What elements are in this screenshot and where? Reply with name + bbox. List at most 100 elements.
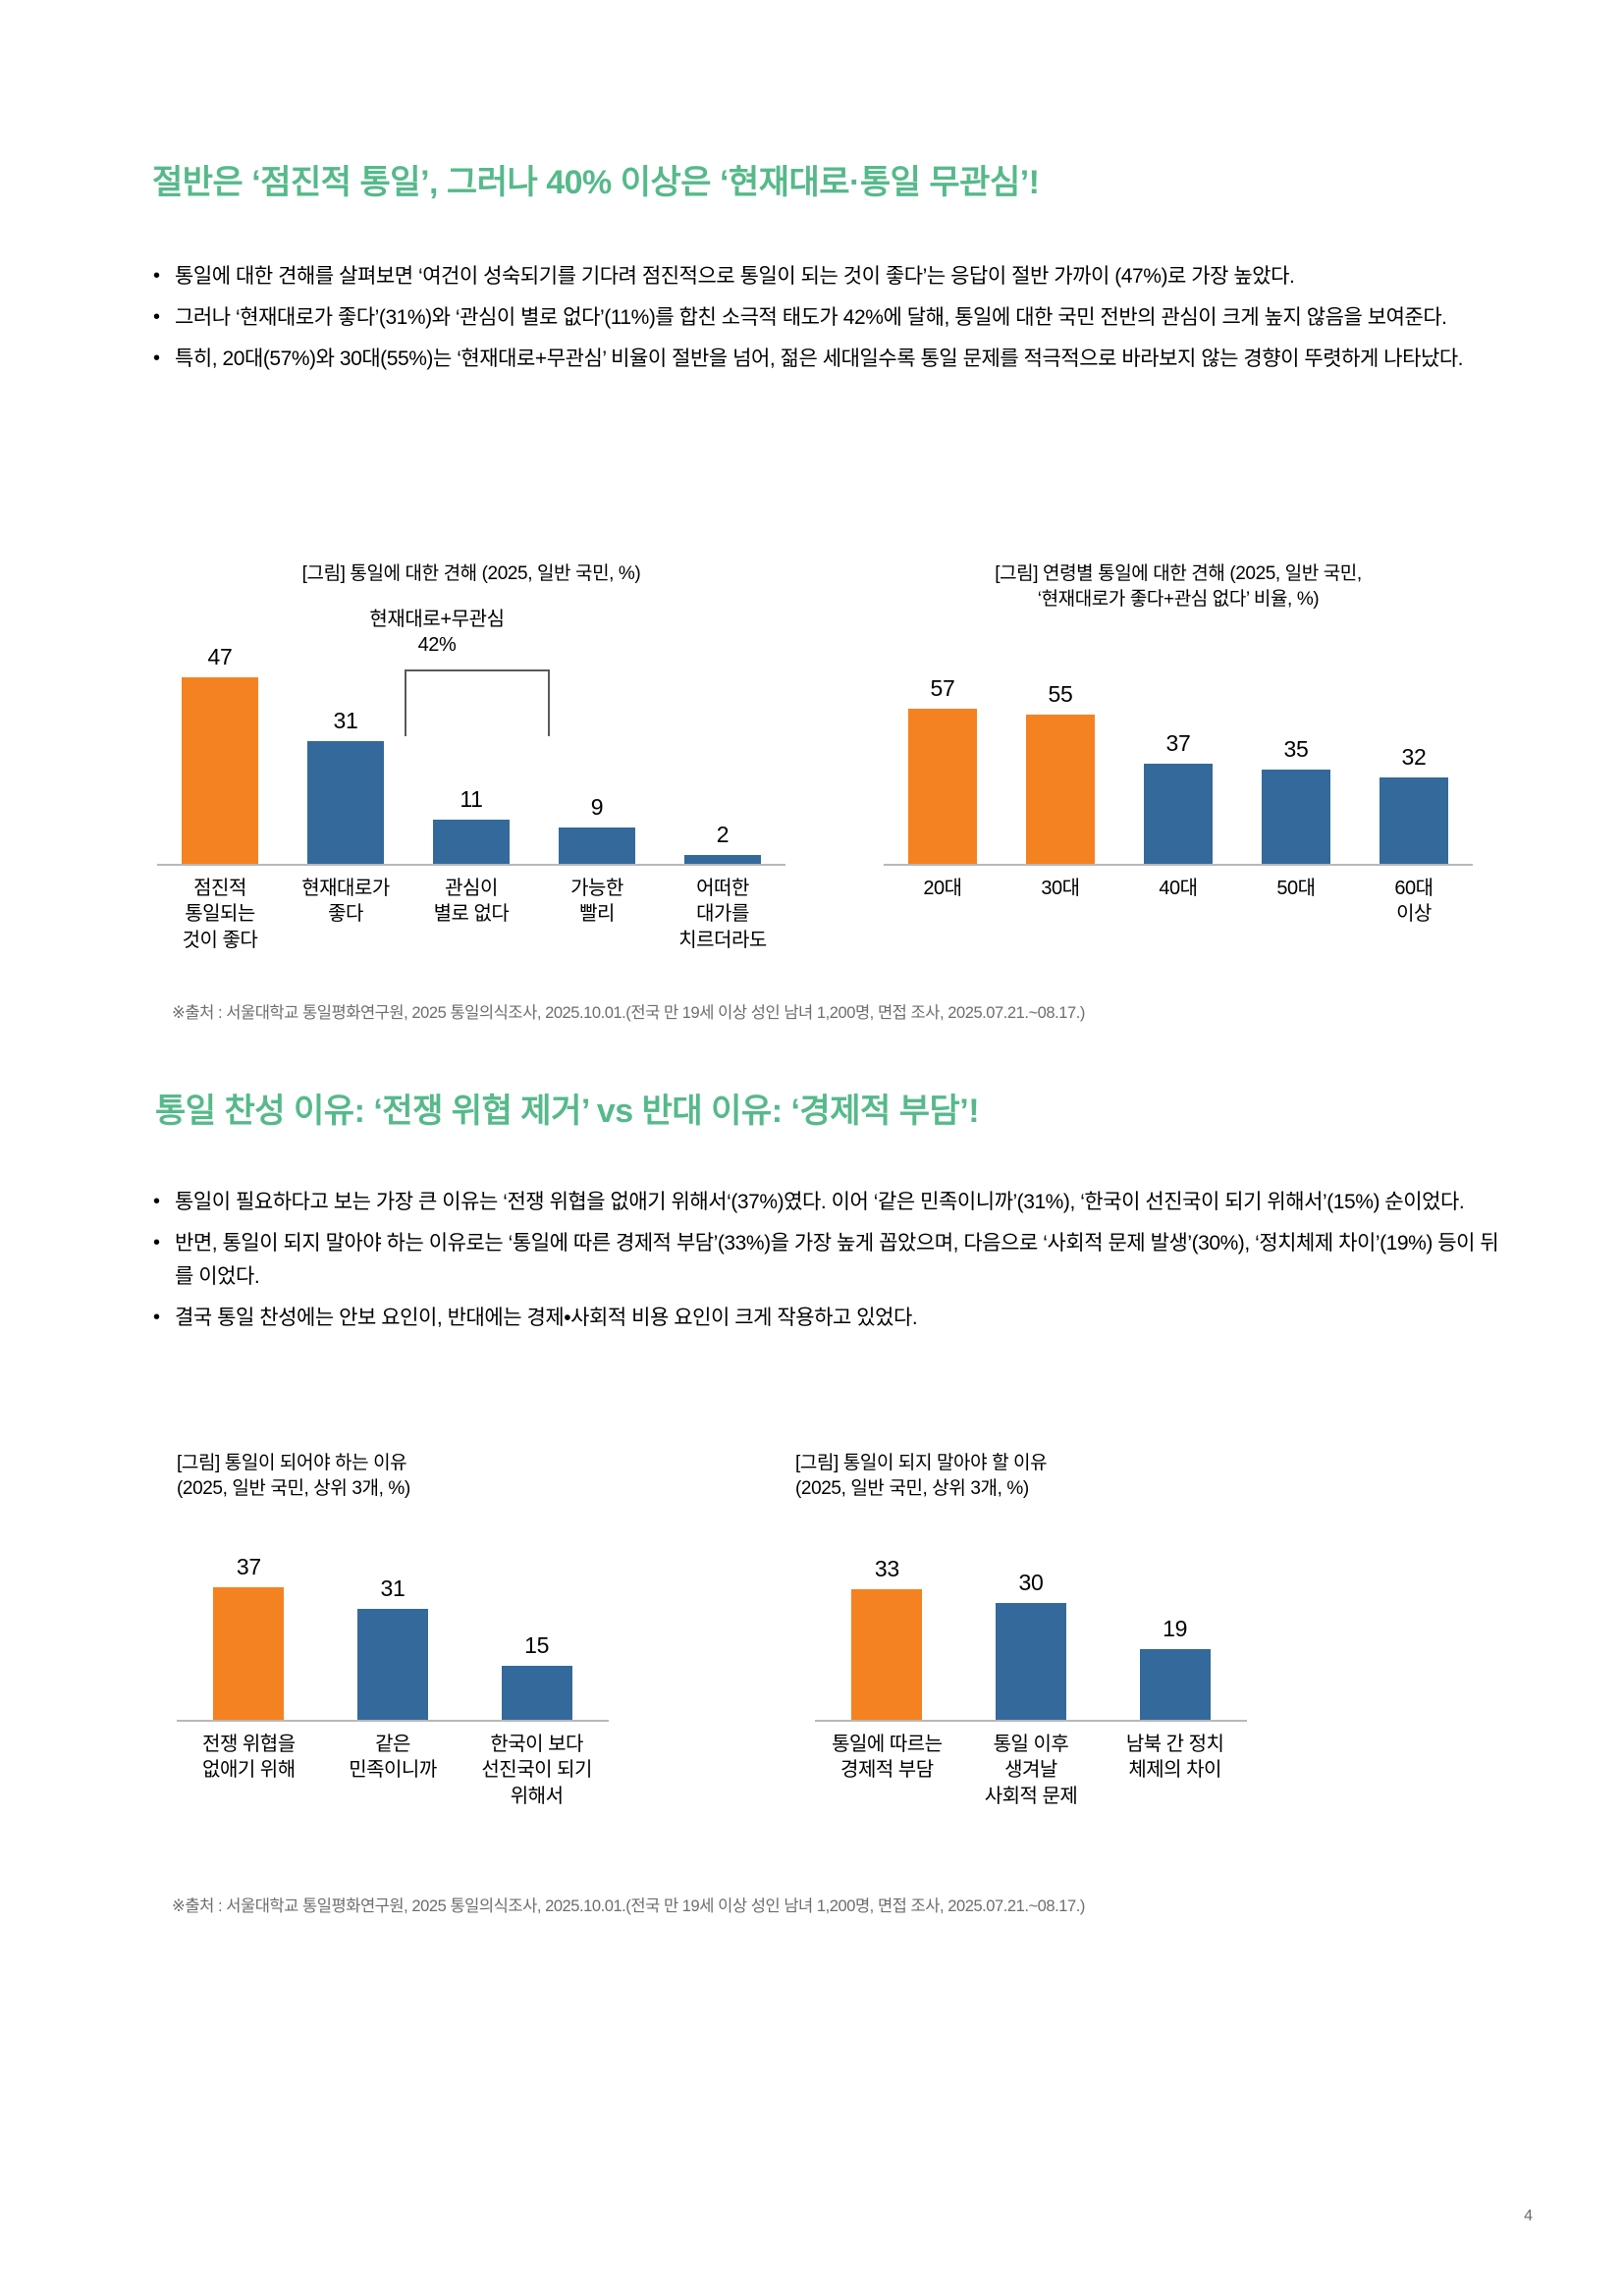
x-axis-line — [157, 864, 785, 866]
bar-group: 33 30 19 — [815, 1525, 1247, 1720]
x-axis-label: 관심이 별로 없다 — [433, 878, 510, 926]
x-axis-label: 한국이 보다 선진국이 되기 위해서 — [481, 1734, 592, 1807]
bar-value: 2 — [716, 822, 730, 847]
bar-column: 15 — [501, 1525, 572, 1720]
bar-rect — [1144, 764, 1213, 864]
source-note-1: ※출처 : 서울대학교 통일평화연구원, 2025 통일의식조사, 2025.1… — [172, 1004, 1085, 1022]
plot-area: 57 55 37 35 32 — [884, 638, 1473, 866]
x-axis-label: 40대 — [1159, 878, 1198, 899]
bar-column: 37 — [1144, 638, 1213, 864]
section-1-bullet-list: 통일에 대한 견해를 살펴보면 ‘여건이 성숙되기를 기다려 점진적으로 통일이… — [145, 260, 1500, 384]
bar-column: 35 — [1262, 638, 1330, 864]
bar-column: 19 — [1139, 1525, 1211, 1720]
x-axis-label: 30대 — [1041, 878, 1080, 899]
x-axis-label: 가능한 빨리 — [570, 878, 623, 926]
section-1-heading: 절반은 ‘점진적 통일’, 그러나 40% 이상은 ‘현재대로·통일 무관심’! — [152, 163, 1527, 203]
bar-column: 55 — [1026, 638, 1095, 864]
bar-group: 47 31 11 9 2 — [157, 620, 785, 864]
bar-rect — [1139, 1649, 1211, 1720]
chart-anti-unification-reasons: [그림] 통일이 되지 말아야 할 이유 (2025, 일반 국민, 상위 3개… — [785, 1451, 1335, 1883]
x-axis-label: 같은 민족이니까 — [349, 1734, 437, 1782]
x-axis-label: 현재대로가 좋다 — [301, 878, 390, 926]
x-axis-labels: 20대 30대 40대 50대 60대 이상 — [884, 876, 1473, 928]
bar-column: 33 — [851, 1525, 923, 1720]
section-2-heading: 통일 찬성 이유: ‘전쟁 위협 제거’ vs 반대 이유: ‘경제적 부담’! — [155, 1092, 1530, 1132]
bar-value: 47 — [207, 644, 233, 669]
x-axis-label: 50대 — [1276, 878, 1316, 899]
chart-title: [그림] 통일이 되지 말아야 할 이유 (2025, 일반 국민, 상위 3개… — [795, 1453, 1048, 1499]
x-axis-label: 점진적 통일되는 것이 좋다 — [182, 878, 258, 951]
plot-area: 33 30 19 — [815, 1525, 1247, 1722]
bar-value: 9 — [590, 794, 604, 820]
bullet-item: 반면, 통일이 되지 말아야 하는 이유로는 ‘통일에 따른 경제적 부담’(3… — [145, 1227, 1500, 1294]
bar-value: 35 — [1283, 736, 1309, 762]
chart-title: [그림] 연령별 통일에 대한 견해 (2025, 일반 국민, ‘현재대로가 … — [995, 563, 1362, 610]
bullet-item: 통일이 필요하다고 보는 가장 큰 이유는 ‘전쟁 위협을 없애기 위해서‘(3… — [145, 1186, 1500, 1219]
x-axis-line — [815, 1720, 1247, 1722]
bar-column: 47 — [182, 620, 258, 864]
bar-column: 2 — [684, 620, 761, 864]
x-axis-label: 남북 간 정치 체제의 차이 — [1125, 1734, 1224, 1782]
x-axis-label: 전쟁 위협을 없애기 위해 — [202, 1734, 296, 1782]
bar-value: 31 — [333, 708, 358, 733]
bar-value: 55 — [1048, 681, 1073, 707]
x-axis-label: 통일 이후 생겨날 사회적 문제 — [984, 1734, 1078, 1807]
bar-rect — [559, 828, 635, 864]
bar-value: 31 — [380, 1575, 406, 1601]
bar-rect — [307, 741, 384, 864]
bar-rect — [908, 709, 977, 864]
bar-rect — [501, 1666, 572, 1720]
bar-rect — [995, 1603, 1066, 1720]
bar-group: 57 55 37 35 32 — [884, 638, 1473, 864]
x-axis-label: 통일에 따르는 경제적 부담 — [832, 1734, 943, 1782]
bar-column: 32 — [1380, 638, 1448, 864]
bar-rect — [684, 855, 761, 864]
bar-rect — [433, 820, 510, 864]
bar-value: 19 — [1163, 1616, 1188, 1641]
chart-by-age: [그림] 연령별 통일에 대한 견해 (2025, 일반 국민, ‘현재대로가 … — [864, 561, 1492, 1023]
bar-value: 32 — [1401, 744, 1427, 770]
bar-column: 9 — [559, 620, 635, 864]
bullet-item: 그러나 ‘현재대로가 좋다’(31%)와 ‘관심이 별로 없다’(11%)를 합… — [145, 301, 1500, 335]
x-axis-label: 어떠한 대가를 치르더라도 — [678, 878, 767, 951]
section-1-title: 절반은 ‘점진적 통일’, 그러나 40% 이상은 ‘현재대로·통일 무관심’! — [152, 164, 1040, 201]
x-axis-line — [177, 1720, 609, 1722]
bar-rect — [1262, 770, 1330, 864]
plot-area: 47 31 11 9 2 — [157, 620, 785, 866]
bar-rect — [356, 1609, 428, 1720]
source-note-2: ※출처 : 서울대학교 통일평화연구원, 2025 통일의식조사, 2025.1… — [172, 1897, 1085, 1915]
chart-title: [그림] 통일이 되어야 하는 이유 (2025, 일반 국민, 상위 3개, … — [177, 1453, 410, 1499]
bar-column: 57 — [908, 638, 977, 864]
x-axis-labels: 통일에 따르는 경제적 부담 통일 이후 생겨날 사회적 문제 남북 간 정치 … — [815, 1732, 1247, 1809]
bar-rect — [1026, 715, 1095, 864]
section-2-title: 통일 찬성 이유: ‘전쟁 위협 제거’ vs 반대 이유: ‘경제적 부담’! — [155, 1093, 980, 1130]
bar-value: 57 — [930, 675, 955, 701]
bar-column: 37 — [213, 1525, 285, 1720]
bullet-item: 결국 통일 찬성에는 안보 요인이, 반대에는 경제•사회적 비용 요인이 크게… — [145, 1302, 1500, 1335]
bar-value: 11 — [460, 786, 483, 812]
bar-group: 37 31 15 — [177, 1525, 609, 1720]
bar-value: 37 — [1165, 730, 1191, 756]
bar-value: 30 — [1018, 1570, 1044, 1595]
bar-column: 30 — [995, 1525, 1066, 1720]
chart-pro-unification-reasons: [그림] 통일이 되어야 하는 이유 (2025, 일반 국민, 상위 3개, … — [167, 1451, 717, 1883]
chart-title: [그림] 통일에 대한 견해 (2025, 일반 국민, %) — [301, 563, 641, 584]
section-2-bullet-list: 통일이 필요하다고 보는 가장 큰 이유는 ‘전쟁 위협을 없애기 위해서‘(3… — [145, 1186, 1500, 1343]
bracket-annotation-line — [405, 669, 550, 736]
bullet-item: 특히, 20대(57%)와 30대(55%)는 ‘현재대로+무관심’ 비율이 절… — [145, 343, 1500, 376]
bar-column: 11 — [433, 620, 510, 864]
x-axis-labels: 점진적 통일되는 것이 좋다 현재대로가 좋다 관심이 별로 없다 가능한 빨리… — [157, 876, 785, 953]
chart-unification-view: [그림] 통일에 대한 견해 (2025, 일반 국민, %) 현재대로+무관심… — [157, 561, 785, 1023]
x-axis-label: 20대 — [923, 878, 962, 899]
x-axis-line — [884, 864, 1473, 866]
bar-column: 31 — [356, 1525, 428, 1720]
bar-rect — [851, 1589, 923, 1720]
page-number: 4 — [1524, 2208, 1533, 2224]
x-axis-label: 60대 이상 — [1394, 878, 1434, 926]
bar-value: 15 — [524, 1632, 550, 1658]
bar-value: 37 — [236, 1554, 261, 1579]
x-axis-labels: 전쟁 위협을 없애기 위해 같은 민족이니까 한국이 보다 선진국이 되기 위해… — [177, 1732, 609, 1809]
plot-area: 37 31 15 — [177, 1525, 609, 1722]
bar-rect — [1380, 777, 1448, 864]
